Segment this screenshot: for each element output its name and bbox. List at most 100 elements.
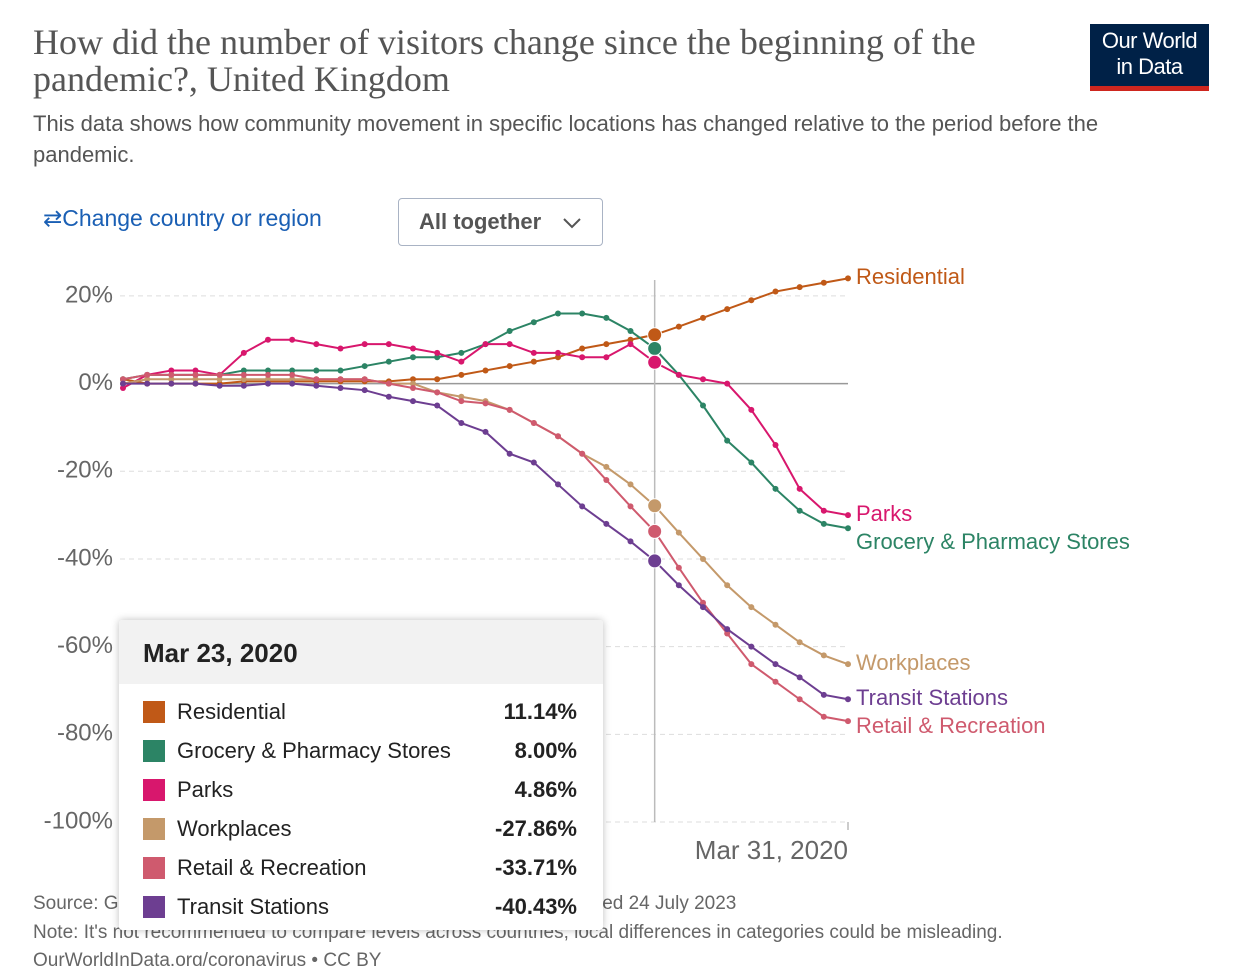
data-point [144, 380, 151, 387]
series-line [122, 338, 849, 517]
dropdown[interactable]: All together [398, 198, 603, 246]
series-label: Parks [856, 501, 912, 526]
tooltip-swatch [143, 818, 165, 840]
data-point [168, 380, 175, 387]
y-tick-label: -80% [57, 720, 113, 747]
data-point [434, 376, 441, 383]
data-point [579, 503, 586, 510]
tooltip-row: Transit Stations -40.43% [143, 894, 577, 924]
change-country[interactable]: ⇄Change country or region [43, 205, 322, 232]
license: OurWorldInData.org/coronavirus • CC BY [33, 950, 382, 966]
data-point [530, 459, 537, 466]
data-point [603, 341, 610, 348]
data-point [748, 643, 755, 650]
data-point [555, 310, 561, 317]
data-point [434, 349, 441, 356]
tooltip-value: -27.86% [495, 816, 577, 841]
data-point [530, 349, 537, 356]
series-label: Retail & Recreation [856, 713, 1046, 738]
data-point [796, 639, 803, 646]
data-point [603, 354, 610, 361]
data-point [772, 621, 779, 628]
y-tick-label: -60% [57, 632, 113, 659]
data-point [675, 529, 682, 536]
data-point [796, 507, 803, 514]
data-point [700, 604, 706, 611]
tooltip-name: Workplaces [177, 816, 292, 841]
data-point [555, 354, 561, 361]
data-point [845, 718, 851, 725]
data-point [385, 341, 392, 348]
data-point [361, 387, 368, 394]
data-point [265, 380, 271, 387]
data-point [820, 279, 827, 286]
data-point [313, 341, 320, 348]
data-point [796, 674, 803, 681]
data-point [313, 376, 320, 383]
data-point [337, 384, 344, 391]
data-point [313, 382, 320, 389]
tooltip-swatch [143, 779, 165, 801]
swap-icon: ⇄ [43, 205, 63, 231]
logo-line: in Data [1116, 54, 1183, 79]
data-point [289, 376, 296, 383]
data-point [240, 376, 247, 383]
data-point [337, 367, 344, 374]
logo-line: Our World [1101, 28, 1198, 53]
data-point [313, 367, 320, 374]
data-point [144, 371, 151, 378]
data-point [700, 555, 706, 562]
tooltip-value: 8.00% [514, 738, 577, 763]
tooltip-title: Mar 23, 2020 [119, 620, 603, 684]
tooltip-name: Retail & Recreation [177, 855, 367, 880]
data-point [772, 661, 779, 668]
data-point [820, 520, 827, 527]
data-point [675, 323, 682, 330]
tooltip-value: 11.14% [503, 699, 577, 724]
data-point [192, 380, 199, 387]
data-point [216, 376, 223, 383]
x-tick-label: Mar 31, 2020 [695, 835, 848, 865]
data-point [772, 485, 779, 492]
data-point [675, 371, 682, 378]
data-point [410, 345, 416, 352]
data-point [748, 406, 755, 413]
y-tick-label: -100% [44, 807, 113, 834]
data-point [603, 520, 610, 527]
data-point [724, 582, 731, 589]
data-point [675, 564, 682, 571]
data-point [627, 341, 634, 348]
data-point [627, 538, 634, 545]
data-point [361, 341, 368, 348]
data-point [555, 349, 561, 356]
hover-point [647, 341, 663, 357]
logo[interactable]: Our World in Data [1090, 24, 1209, 91]
data-point [410, 384, 416, 391]
data-point [579, 310, 586, 317]
data-point [120, 384, 126, 391]
data-point [530, 420, 537, 427]
data-point [434, 354, 441, 361]
data-point [700, 314, 706, 321]
data-point [724, 306, 731, 313]
data-point [724, 380, 731, 387]
data-point [627, 503, 634, 510]
data-point [410, 376, 416, 383]
data-point [144, 376, 151, 383]
data-point [482, 428, 489, 435]
data-point [506, 450, 513, 457]
data-point [724, 626, 731, 633]
data-point [748, 459, 755, 466]
data-point [555, 433, 561, 440]
y-tick-label: -40% [57, 544, 113, 571]
tooltip-value: 4.86% [514, 777, 577, 802]
data-point [434, 402, 441, 409]
data-point [482, 367, 489, 374]
data-point [724, 437, 731, 444]
data-point [820, 691, 827, 698]
data-point [700, 599, 706, 606]
data-point [506, 327, 513, 334]
data-point [337, 376, 344, 383]
